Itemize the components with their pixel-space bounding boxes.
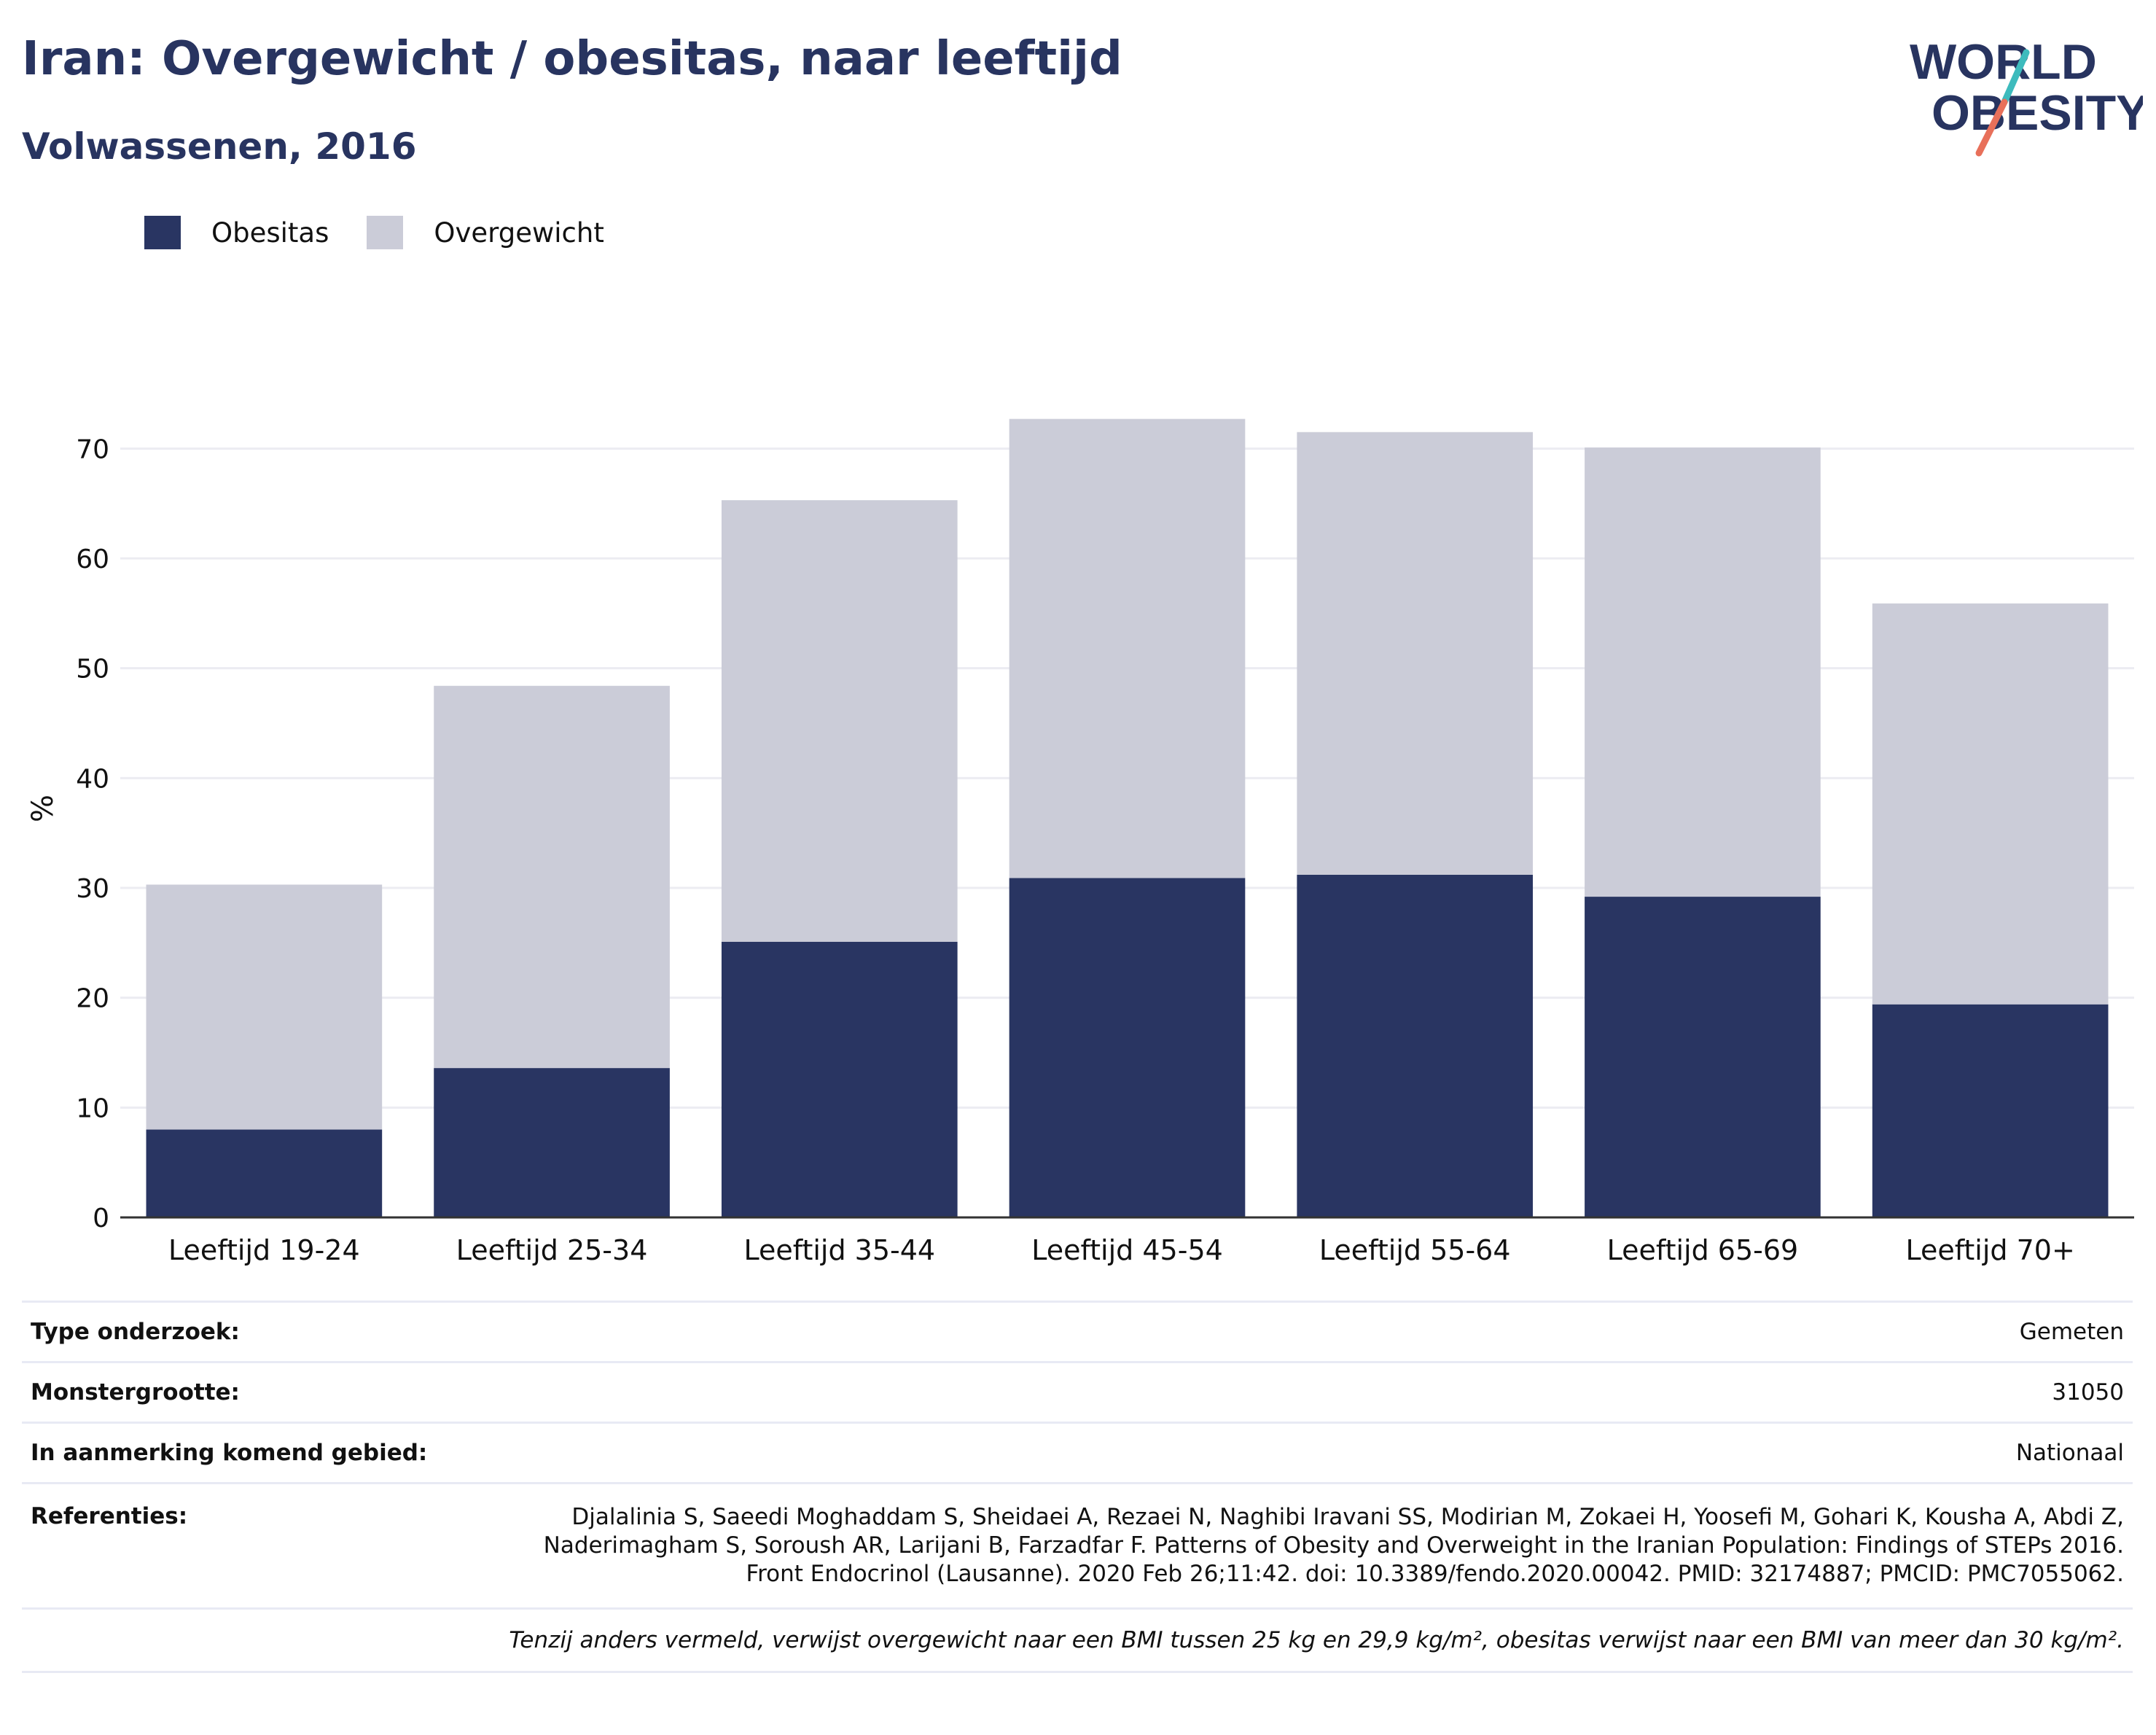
bar-overgewicht xyxy=(1872,603,2109,1005)
logo-slash-top xyxy=(2001,49,2030,106)
logo-slash-bottom xyxy=(1975,98,2008,157)
chart-title: Iran: Overgewicht / obesitas, naar leeft… xyxy=(22,32,1122,86)
metadata-table: Type onderzoek: Gemeten Monstergrootte: … xyxy=(22,1301,2133,1673)
legend-item-obesitas[interactable]: Obesitas xyxy=(144,216,329,249)
bar-obesitas xyxy=(1872,1004,2109,1217)
y-tick-label: 70 xyxy=(76,434,109,464)
meta-value-sample-size: 31050 xyxy=(2052,1379,2124,1405)
stacked-bar-chart: 0 10 20 30 40 50 60 70% Leeftijd 19-24 Leeftijd 2… xyxy=(26,418,2134,1266)
bar-overgewicht xyxy=(721,500,958,942)
y-tick-label: 60 xyxy=(76,545,109,574)
bar-obesitas xyxy=(434,1068,670,1217)
y-axis-label: % xyxy=(26,795,60,822)
logo-word-world: WORLD xyxy=(1910,34,2097,90)
y-tick-label: 0 xyxy=(93,1204,109,1233)
logo-word-obesity: OBESITY xyxy=(1932,85,2143,141)
bar-overgewicht xyxy=(146,884,383,1130)
legend-swatch-obesitas xyxy=(144,216,181,249)
meta-label-area: In aanmerking komend gebied: xyxy=(31,1440,428,1466)
meta-label-sample-size: Monstergrootte: xyxy=(31,1379,240,1405)
meta-row-area: In aanmerking komend gebied: Nationaal xyxy=(22,1422,2133,1482)
legend-label-overgewicht: Overgewicht xyxy=(434,217,604,249)
meta-value-type: Gemeten xyxy=(2019,1319,2124,1345)
bar-overgewicht xyxy=(1585,447,1821,897)
chart-legend: Obesitas Overgewicht xyxy=(144,216,642,249)
bar-obesitas xyxy=(1009,878,1246,1217)
bar-obesitas xyxy=(146,1129,383,1217)
meta-value-references: Djalalinia S, Saeedi Moghaddam S, Sheida… xyxy=(543,1504,2124,1587)
bar-obesitas xyxy=(1297,874,1534,1217)
legend-label-obesitas: Obesitas xyxy=(211,217,329,249)
bar-overgewicht xyxy=(1297,432,1534,875)
x-tick-label: Leeftijd 45-54 xyxy=(1031,1234,1223,1266)
x-tick-label: Leeftijd 25-34 xyxy=(456,1234,648,1266)
legend-item-overgewicht[interactable]: Overgewicht xyxy=(367,216,604,249)
bar-overgewicht xyxy=(434,685,670,1069)
y-tick-label: 30 xyxy=(76,874,109,904)
chart-subtitle: Volwassenen, 2016 xyxy=(22,125,417,168)
x-tick-label: Leeftijd 55-64 xyxy=(1319,1234,1511,1266)
y-tick-label: 20 xyxy=(76,984,109,1014)
legend-swatch-overgewicht xyxy=(367,216,404,249)
bar-overgewicht xyxy=(1009,418,1246,878)
x-tick-label: Leeftijd 70+ xyxy=(1905,1234,2074,1266)
x-tick-label: Leeftijd 35-44 xyxy=(743,1234,935,1266)
bar-obesitas xyxy=(721,941,958,1217)
y-tick-label: 50 xyxy=(76,655,109,685)
meta-row-type: Type onderzoek: Gemeten xyxy=(22,1301,2133,1361)
world-obesity-logo: WORLD OBESITY xyxy=(1910,34,2143,157)
meta-row-sample-size: Monstergrootte: 31050 xyxy=(22,1361,2133,1422)
y-tick-label: 40 xyxy=(76,764,109,794)
x-tick-label: Leeftijd 19-24 xyxy=(168,1234,360,1266)
meta-row-references: Referenties: Djalalinia S, Saeedi Moghad… xyxy=(22,1482,2133,1607)
meta-label-type: Type onderzoek: xyxy=(31,1319,240,1345)
footnote: Tenzij anders vermeld, verwijst overgewi… xyxy=(22,1607,2133,1673)
x-tick-label: Leeftijd 65-69 xyxy=(1607,1234,1799,1266)
y-tick-label: 10 xyxy=(76,1093,109,1123)
meta-value-area: Nationaal xyxy=(2015,1440,2124,1466)
meta-label-references: Referenties: xyxy=(31,1503,188,1529)
bar-obesitas xyxy=(1585,897,1821,1217)
